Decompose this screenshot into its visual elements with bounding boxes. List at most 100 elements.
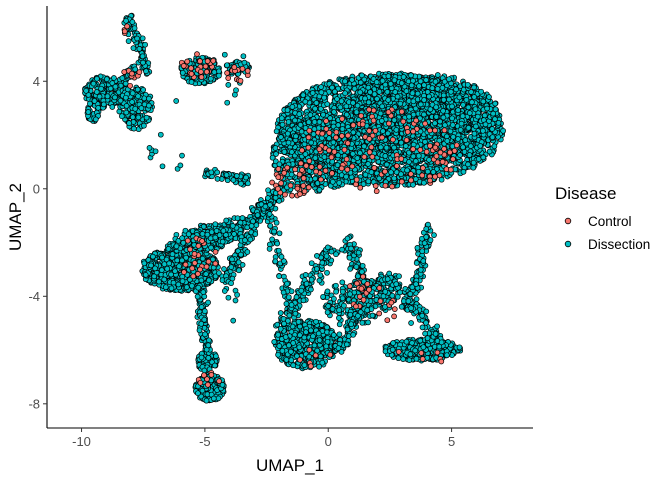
data-point bbox=[433, 113, 440, 120]
data-point bbox=[387, 81, 394, 87]
data-point bbox=[91, 98, 98, 104]
data-point bbox=[486, 148, 493, 155]
data-point bbox=[289, 104, 296, 110]
data-point bbox=[329, 178, 336, 185]
data-point bbox=[408, 82, 415, 89]
data-point bbox=[490, 110, 497, 117]
data-point bbox=[408, 72, 414, 79]
data-point bbox=[321, 94, 327, 101]
data-point bbox=[112, 83, 119, 90]
data-point bbox=[443, 133, 450, 140]
data-point bbox=[296, 111, 303, 118]
data-point bbox=[391, 117, 398, 123]
data-point bbox=[471, 84, 477, 91]
data-point bbox=[398, 139, 405, 146]
data-point bbox=[417, 101, 424, 108]
data-point bbox=[421, 97, 427, 103]
data-point bbox=[468, 89, 474, 95]
data-point bbox=[281, 148, 288, 155]
data-point bbox=[385, 97, 392, 103]
data-point bbox=[122, 94, 129, 101]
data-point bbox=[446, 96, 452, 103]
data-point bbox=[412, 176, 419, 182]
data-point bbox=[300, 92, 307, 98]
data-point bbox=[442, 122, 448, 128]
data-point bbox=[365, 178, 372, 185]
data-point bbox=[279, 121, 286, 128]
data-point bbox=[421, 111, 427, 118]
data-point bbox=[362, 171, 369, 178]
data-point bbox=[453, 86, 459, 93]
data-point bbox=[140, 87, 147, 93]
data-point bbox=[365, 161, 371, 167]
data-point bbox=[135, 114, 142, 121]
data-point bbox=[129, 90, 136, 97]
data-point bbox=[472, 106, 479, 113]
data-point bbox=[343, 173, 349, 180]
data-point bbox=[457, 127, 464, 133]
data-point bbox=[380, 128, 386, 134]
data-point bbox=[398, 80, 405, 86]
data-point bbox=[475, 156, 482, 162]
data-point bbox=[432, 120, 438, 127]
data-point bbox=[207, 75, 214, 82]
data-point bbox=[316, 187, 323, 193]
data-point bbox=[362, 95, 368, 102]
data-point bbox=[471, 94, 478, 100]
data-point bbox=[400, 74, 407, 80]
data-point bbox=[480, 98, 487, 105]
data-point bbox=[293, 133, 299, 140]
data-point bbox=[379, 103, 386, 110]
data-point bbox=[311, 119, 318, 125]
data-point bbox=[126, 120, 132, 127]
data-point bbox=[466, 110, 473, 116]
data-point bbox=[465, 125, 472, 131]
data-point bbox=[447, 128, 454, 135]
data-point bbox=[278, 115, 285, 122]
data-point bbox=[421, 179, 427, 186]
data-point bbox=[457, 152, 463, 158]
data-point bbox=[378, 118, 385, 124]
data-point bbox=[373, 79, 380, 86]
data-point bbox=[449, 115, 455, 122]
data-point bbox=[307, 112, 314, 118]
data-point bbox=[339, 126, 346, 132]
data-point bbox=[480, 127, 486, 134]
data-point bbox=[309, 90, 316, 96]
data-point bbox=[284, 107, 291, 113]
data-point bbox=[426, 157, 432, 163]
data-point bbox=[324, 101, 331, 107]
data-point bbox=[241, 59, 248, 66]
data-point bbox=[414, 90, 421, 97]
data-point bbox=[273, 128, 280, 135]
data-point bbox=[334, 96, 340, 102]
data-point bbox=[455, 136, 461, 142]
data-point bbox=[391, 144, 397, 151]
data-point bbox=[342, 90, 348, 97]
data-point bbox=[384, 130, 391, 137]
data-point bbox=[288, 171, 295, 178]
data-point bbox=[384, 89, 391, 95]
data-point bbox=[406, 113, 412, 120]
data-point bbox=[492, 100, 499, 107]
data-point bbox=[87, 100, 93, 107]
data-point bbox=[349, 77, 355, 83]
data-point bbox=[342, 78, 348, 85]
data-point bbox=[460, 169, 467, 175]
data-point bbox=[385, 73, 392, 79]
data-point bbox=[444, 138, 451, 144]
data-point bbox=[318, 84, 324, 90]
data-point bbox=[486, 94, 492, 100]
data-point bbox=[478, 88, 484, 95]
data-point bbox=[85, 109, 92, 115]
data-point bbox=[357, 150, 363, 156]
data-point bbox=[357, 89, 364, 96]
data-point bbox=[448, 88, 454, 95]
data-point bbox=[92, 116, 99, 123]
data-point bbox=[302, 98, 309, 105]
data-point bbox=[336, 179, 343, 186]
data-point bbox=[477, 143, 484, 149]
data-point bbox=[117, 97, 124, 104]
data-point bbox=[320, 111, 327, 118]
